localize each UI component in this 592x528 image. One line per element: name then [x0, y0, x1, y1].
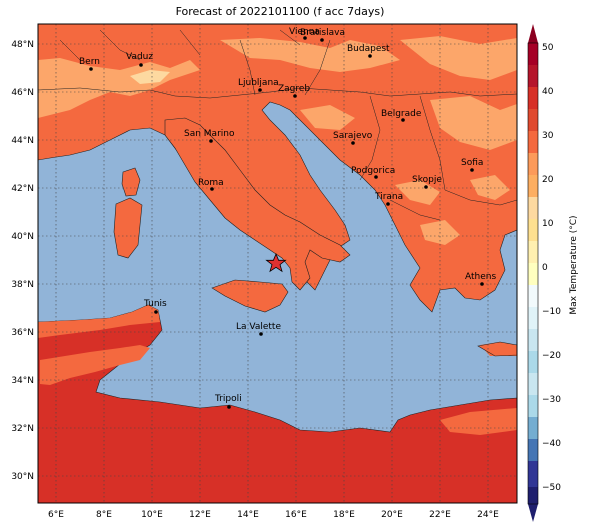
forecast-location-star-icon [265, 252, 287, 273]
city-marker-podgorica [374, 175, 378, 179]
lon-ticks: 6°E 8°E 10°E 12°E 14°E 16°E 18°E 20°E 22… [48, 510, 499, 520]
city-label-la-valette: La Valette [236, 322, 281, 332]
city-marker-roma [210, 187, 214, 191]
city-label-ljubljana: Ljubljana [238, 78, 279, 88]
city-label-tunis: Tunis [143, 299, 167, 309]
lon-tick: 16°E [285, 510, 307, 520]
lat-tick: 40°N [11, 232, 34, 242]
colorbar-tick: 40 [542, 87, 554, 97]
colorbar-tick: −30 [542, 395, 561, 405]
city-marker-tripoli [227, 405, 231, 409]
city-label-tripoli: Tripoli [214, 394, 242, 404]
city-label-sarajevo: Sarajevo [333, 131, 373, 141]
city-marker-belgrade [401, 118, 405, 122]
colorbar-tick: 30 [542, 131, 554, 141]
lon-tick: 10°E [141, 510, 163, 520]
city-marker-san-marino [209, 139, 213, 143]
city-marker-budapest [368, 54, 372, 58]
city-marker-zagreb [293, 94, 297, 98]
map-frame [37, 23, 518, 504]
corsica [121, 167, 141, 197]
lon-tick: 18°E [333, 510, 355, 520]
city-label-podgorica: Podgorica [351, 166, 395, 176]
colorbar-tick: 50 [542, 43, 554, 53]
colorbar-tick: 0 [542, 263, 548, 273]
lon-tick: 22°E [429, 510, 451, 520]
lat-tick: 34°N [11, 376, 34, 386]
colorbar-tick: −20 [542, 351, 561, 361]
colorbar-tick: −40 [542, 439, 561, 449]
city-labels: Vienna Bratislava Bern Vaduz Budapest Lj… [79, 27, 496, 409]
lon-tick: 12°E [189, 510, 211, 520]
colorbar-tick: 10 [542, 219, 554, 229]
colorbar-label: Max Temperature (°C) [569, 215, 579, 314]
lon-tick: 6°E [48, 510, 64, 520]
city-marker-la-valette [259, 332, 263, 336]
map-title: Forecast of 2022101100 (f acc 7days) [175, 5, 385, 18]
lon-tick: 8°E [96, 510, 112, 520]
lon-tick: 14°E [237, 510, 259, 520]
lat-tick: 36°N [11, 328, 34, 338]
city-label-zagreb: Zagreb [278, 84, 310, 94]
colorbar-tick: 20 [542, 175, 554, 185]
lat-tick: 44°N [11, 136, 34, 146]
city-marker-vienna [303, 36, 307, 40]
lat-tick: 46°N [11, 88, 34, 98]
colorbar: 50 40 30 20 10 0 −10 −20 −30 −40 −50 Max… [527, 24, 579, 522]
lat-tick: 38°N [11, 280, 34, 290]
city-label-belgrade: Belgrade [381, 109, 422, 119]
lat-ticks: 48°N 46°N 44°N 42°N 40°N 38°N 36°N 34°N … [11, 40, 34, 482]
lat-tick: 30°N [11, 472, 34, 482]
city-label-roma: Roma [198, 178, 224, 188]
city-marker-vaduz [139, 63, 143, 67]
city-marker-tirana [386, 202, 390, 206]
city-marker-bern [89, 67, 93, 71]
italy-land [164, 117, 351, 291]
city-label-san-marino: San Marino [184, 129, 235, 139]
city-marker-tunis [154, 310, 158, 314]
city-marker-ljubljana [258, 88, 262, 92]
city-label-vienna: Vienna [289, 27, 320, 37]
lat-tick: 32°N [11, 424, 34, 434]
city-label-athens: Athens [465, 272, 496, 282]
city-marker-sarajevo [351, 141, 355, 145]
lon-tick: 24°E [477, 510, 499, 520]
lat-tick: 42°N [11, 184, 34, 194]
lon-tick: 20°E [381, 510, 403, 520]
colorbar-tick: −50 [542, 483, 561, 493]
city-marker-bratislava [320, 38, 324, 42]
city-label-bratislava: Bratislava [300, 28, 345, 38]
city-label-sofia: Sofia [461, 158, 483, 168]
lat-tick: 48°N [11, 40, 34, 50]
city-label-tirana: Tirana [374, 192, 403, 202]
city-marker-skopje [424, 185, 428, 189]
sardinia [113, 197, 143, 259]
city-marker-athens [480, 282, 484, 286]
tunisia-warm [38, 305, 160, 338]
city-label-bern: Bern [79, 57, 100, 67]
city-label-budapest: Budapest [347, 44, 390, 54]
colorbar-tick: −10 [542, 307, 561, 317]
city-label-skopje: Skopje [412, 175, 442, 185]
city-marker-sofia [470, 168, 474, 172]
city-label-vaduz: Vaduz [126, 52, 153, 62]
sicily [211, 279, 289, 313]
